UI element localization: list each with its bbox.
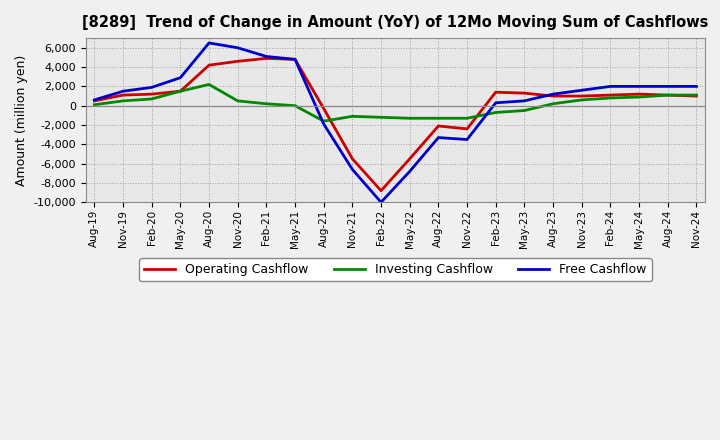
Free Cashflow xyxy=(119,88,127,94)
Operating Cashflow xyxy=(635,92,644,97)
Free Cashflow xyxy=(405,169,414,174)
Free Cashflow xyxy=(90,97,99,103)
Operating Cashflow xyxy=(148,92,156,97)
Free Cashflow xyxy=(148,85,156,90)
Free Cashflow xyxy=(463,137,472,142)
Operating Cashflow xyxy=(377,188,385,193)
Free Cashflow xyxy=(577,88,586,93)
Legend: Operating Cashflow, Investing Cashflow, Free Cashflow: Operating Cashflow, Investing Cashflow, … xyxy=(139,258,652,282)
Operating Cashflow xyxy=(692,93,701,99)
Operating Cashflow xyxy=(405,156,414,161)
Operating Cashflow xyxy=(549,93,557,99)
Line: Operating Cashflow: Operating Cashflow xyxy=(94,59,696,191)
Operating Cashflow xyxy=(204,62,213,68)
Investing Cashflow xyxy=(348,114,356,119)
Investing Cashflow xyxy=(119,98,127,103)
Investing Cashflow xyxy=(692,92,701,98)
Investing Cashflow xyxy=(377,115,385,120)
Investing Cashflow xyxy=(90,102,99,107)
Free Cashflow xyxy=(233,45,242,51)
Operating Cashflow xyxy=(434,123,443,128)
Operating Cashflow xyxy=(291,57,300,62)
Investing Cashflow xyxy=(320,118,328,124)
Operating Cashflow xyxy=(663,92,672,98)
Investing Cashflow xyxy=(204,82,213,87)
Investing Cashflow xyxy=(405,116,414,121)
Investing Cashflow xyxy=(606,95,615,101)
Line: Free Cashflow: Free Cashflow xyxy=(94,43,696,202)
Operating Cashflow xyxy=(492,90,500,95)
Free Cashflow xyxy=(176,75,185,81)
Operating Cashflow xyxy=(262,56,271,61)
Free Cashflow xyxy=(492,100,500,106)
Free Cashflow xyxy=(635,84,644,89)
Free Cashflow xyxy=(520,98,528,103)
Investing Cashflow xyxy=(520,108,528,113)
Free Cashflow xyxy=(377,200,385,205)
Operating Cashflow xyxy=(176,88,185,94)
Y-axis label: Amount (million yen): Amount (million yen) xyxy=(15,55,28,186)
Investing Cashflow xyxy=(262,101,271,106)
Investing Cashflow xyxy=(577,97,586,103)
Operating Cashflow xyxy=(348,156,356,161)
Investing Cashflow xyxy=(148,96,156,102)
Free Cashflow xyxy=(692,84,701,89)
Investing Cashflow xyxy=(291,103,300,108)
Investing Cashflow xyxy=(492,110,500,115)
Free Cashflow xyxy=(348,167,356,172)
Investing Cashflow xyxy=(176,88,185,94)
Operating Cashflow xyxy=(233,59,242,64)
Investing Cashflow xyxy=(463,116,472,121)
Operating Cashflow xyxy=(606,92,615,98)
Free Cashflow xyxy=(291,57,300,62)
Operating Cashflow xyxy=(577,93,586,99)
Operating Cashflow xyxy=(119,92,127,98)
Line: Investing Cashflow: Investing Cashflow xyxy=(94,84,696,121)
Free Cashflow xyxy=(606,84,615,89)
Free Cashflow xyxy=(320,121,328,127)
Investing Cashflow xyxy=(635,94,644,99)
Free Cashflow xyxy=(434,135,443,140)
Free Cashflow xyxy=(663,84,672,89)
Operating Cashflow xyxy=(463,126,472,132)
Free Cashflow xyxy=(204,40,213,46)
Investing Cashflow xyxy=(434,116,443,121)
Title: [8289]  Trend of Change in Amount (YoY) of 12Mo Moving Sum of Cashflows: [8289] Trend of Change in Amount (YoY) o… xyxy=(82,15,708,30)
Free Cashflow xyxy=(549,92,557,97)
Operating Cashflow xyxy=(520,91,528,96)
Operating Cashflow xyxy=(90,98,99,103)
Investing Cashflow xyxy=(233,98,242,103)
Operating Cashflow xyxy=(320,106,328,111)
Investing Cashflow xyxy=(549,101,557,106)
Investing Cashflow xyxy=(663,92,672,98)
Free Cashflow xyxy=(262,54,271,59)
